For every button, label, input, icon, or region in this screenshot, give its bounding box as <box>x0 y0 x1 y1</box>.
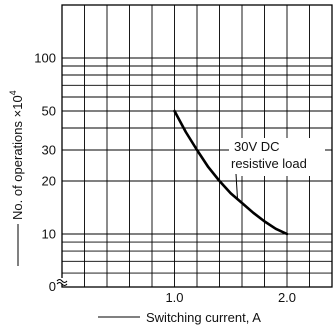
series-line <box>173 109 289 236</box>
x-tick-label: 2.0 <box>278 290 296 305</box>
annotation: 30V DC resistive load <box>229 138 325 200</box>
x-axis-title: Switching current, A <box>98 310 261 325</box>
series <box>173 109 289 236</box>
x-axis-label: Switching current, A <box>146 310 261 325</box>
axis-break-mark <box>56 278 68 286</box>
plot-frame <box>61 4 333 288</box>
annotation-background <box>229 138 325 176</box>
y-tick-label: 50 <box>42 104 56 119</box>
y-origin-label: 0 <box>49 279 56 294</box>
y-tick-label: 20 <box>42 174 56 189</box>
annotation-text: 30V DC <box>234 139 280 154</box>
y-tick-label: 100 <box>34 51 56 66</box>
y-axis-label: No. of operations ×104 <box>8 90 25 220</box>
annotation-text: resistive load <box>231 156 307 171</box>
y-tick-labels: 10 20 30 50 100 <box>34 51 56 242</box>
axis-break-wave-top <box>56 279 68 283</box>
axis-break-wave-bottom <box>56 282 68 286</box>
annotation-leader-line <box>235 173 238 200</box>
y-tick-label: 10 <box>42 227 56 242</box>
y-axis-title: No. of operations ×104 <box>8 90 25 266</box>
x-tick-labels: 1.0 2.0 <box>165 290 296 305</box>
y-tick-label: 30 <box>42 143 56 158</box>
x-tick-label: 1.0 <box>165 290 183 305</box>
